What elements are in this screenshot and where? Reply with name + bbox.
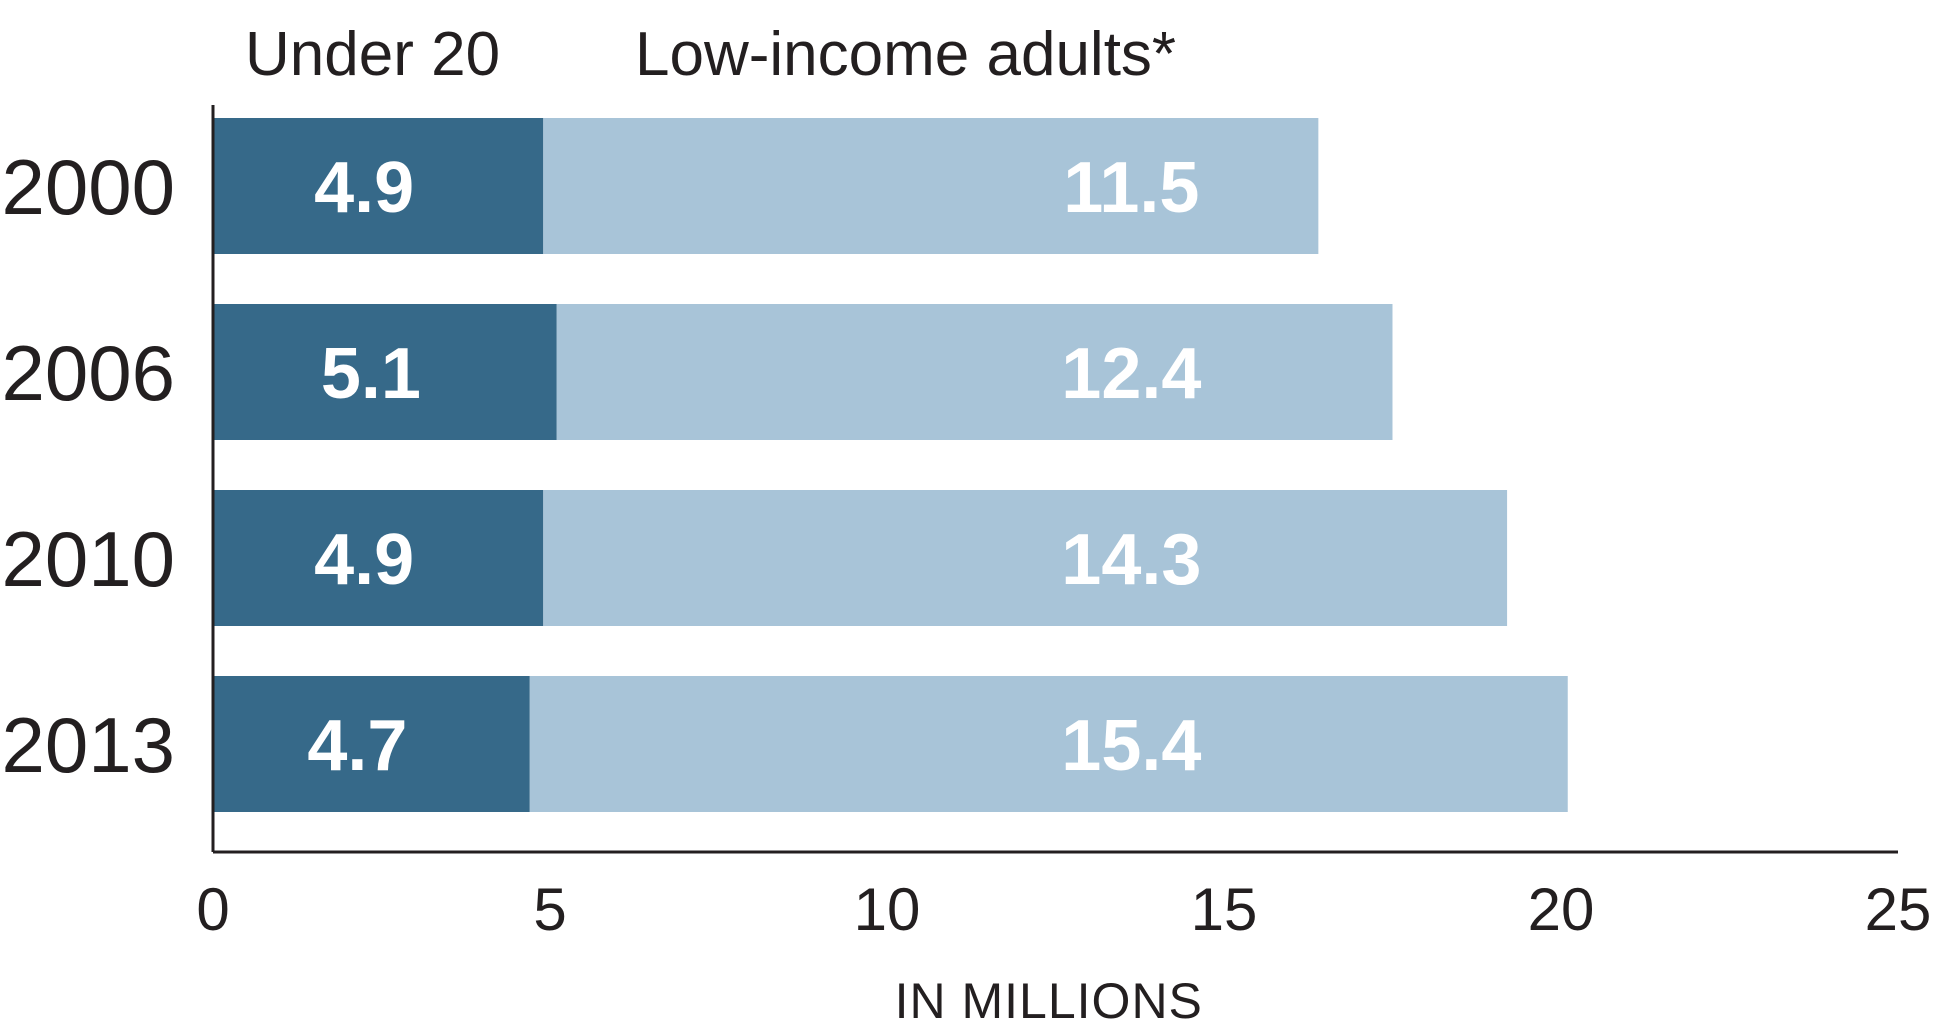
- value-label-2010-under-20: 4.9: [314, 520, 414, 600]
- x-tick-labels: 0 5 10 15 20 25: [196, 876, 1931, 943]
- bar-2006-low-income-adults: [556, 304, 1393, 440]
- bar-2000-under-20: [213, 118, 544, 254]
- category-labels: 2000 2006 2010 2013: [1, 143, 175, 789]
- legend-label-low-income-adults: Low-income adults*: [635, 20, 1176, 89]
- x-tick-label-5: 5: [533, 876, 566, 943]
- bar-2010-under-20: [213, 490, 544, 626]
- x-tick-label-10: 10: [854, 876, 921, 943]
- bar-2006-under-20: [213, 304, 557, 440]
- bar-2000-low-income-adults: [543, 118, 1319, 254]
- x-axis-label: IN MILLIONS: [895, 973, 1203, 1026]
- x-tick-label-20: 20: [1528, 876, 1595, 943]
- value-label-2010-low-income-adults: 14.3: [1061, 520, 1201, 600]
- x-tick-label-15: 15: [1191, 876, 1258, 943]
- category-label-2000: 2000: [1, 143, 175, 231]
- value-label-2013-under-20: 4.7: [307, 706, 407, 786]
- bar-2013-under-20: [213, 676, 530, 812]
- value-label-2013-low-income-adults: 15.4: [1061, 706, 1201, 786]
- x-tick-label-25: 25: [1865, 876, 1932, 943]
- legend: Under 20 Low-income adults*: [245, 20, 1176, 89]
- category-label-2013: 2013: [1, 701, 175, 789]
- value-label-2006-low-income-adults: 12.4: [1061, 334, 1201, 414]
- bars-group: 4.9 11.5 5.1 12.4 4.9 14.3 4.7 15.4: [213, 118, 1568, 812]
- value-label-2000-under-20: 4.9: [314, 148, 414, 228]
- value-label-2000-low-income-adults: 11.5: [1063, 148, 1199, 228]
- category-label-2006: 2006: [1, 329, 175, 417]
- value-label-2006-under-20: 5.1: [321, 334, 421, 414]
- category-label-2010: 2010: [1, 515, 175, 603]
- x-tick-label-0: 0: [196, 876, 229, 943]
- bar-2010-low-income-adults: [543, 490, 1508, 626]
- legend-label-under-20: Under 20: [245, 20, 500, 89]
- bar-2013-low-income-adults: [529, 676, 1568, 812]
